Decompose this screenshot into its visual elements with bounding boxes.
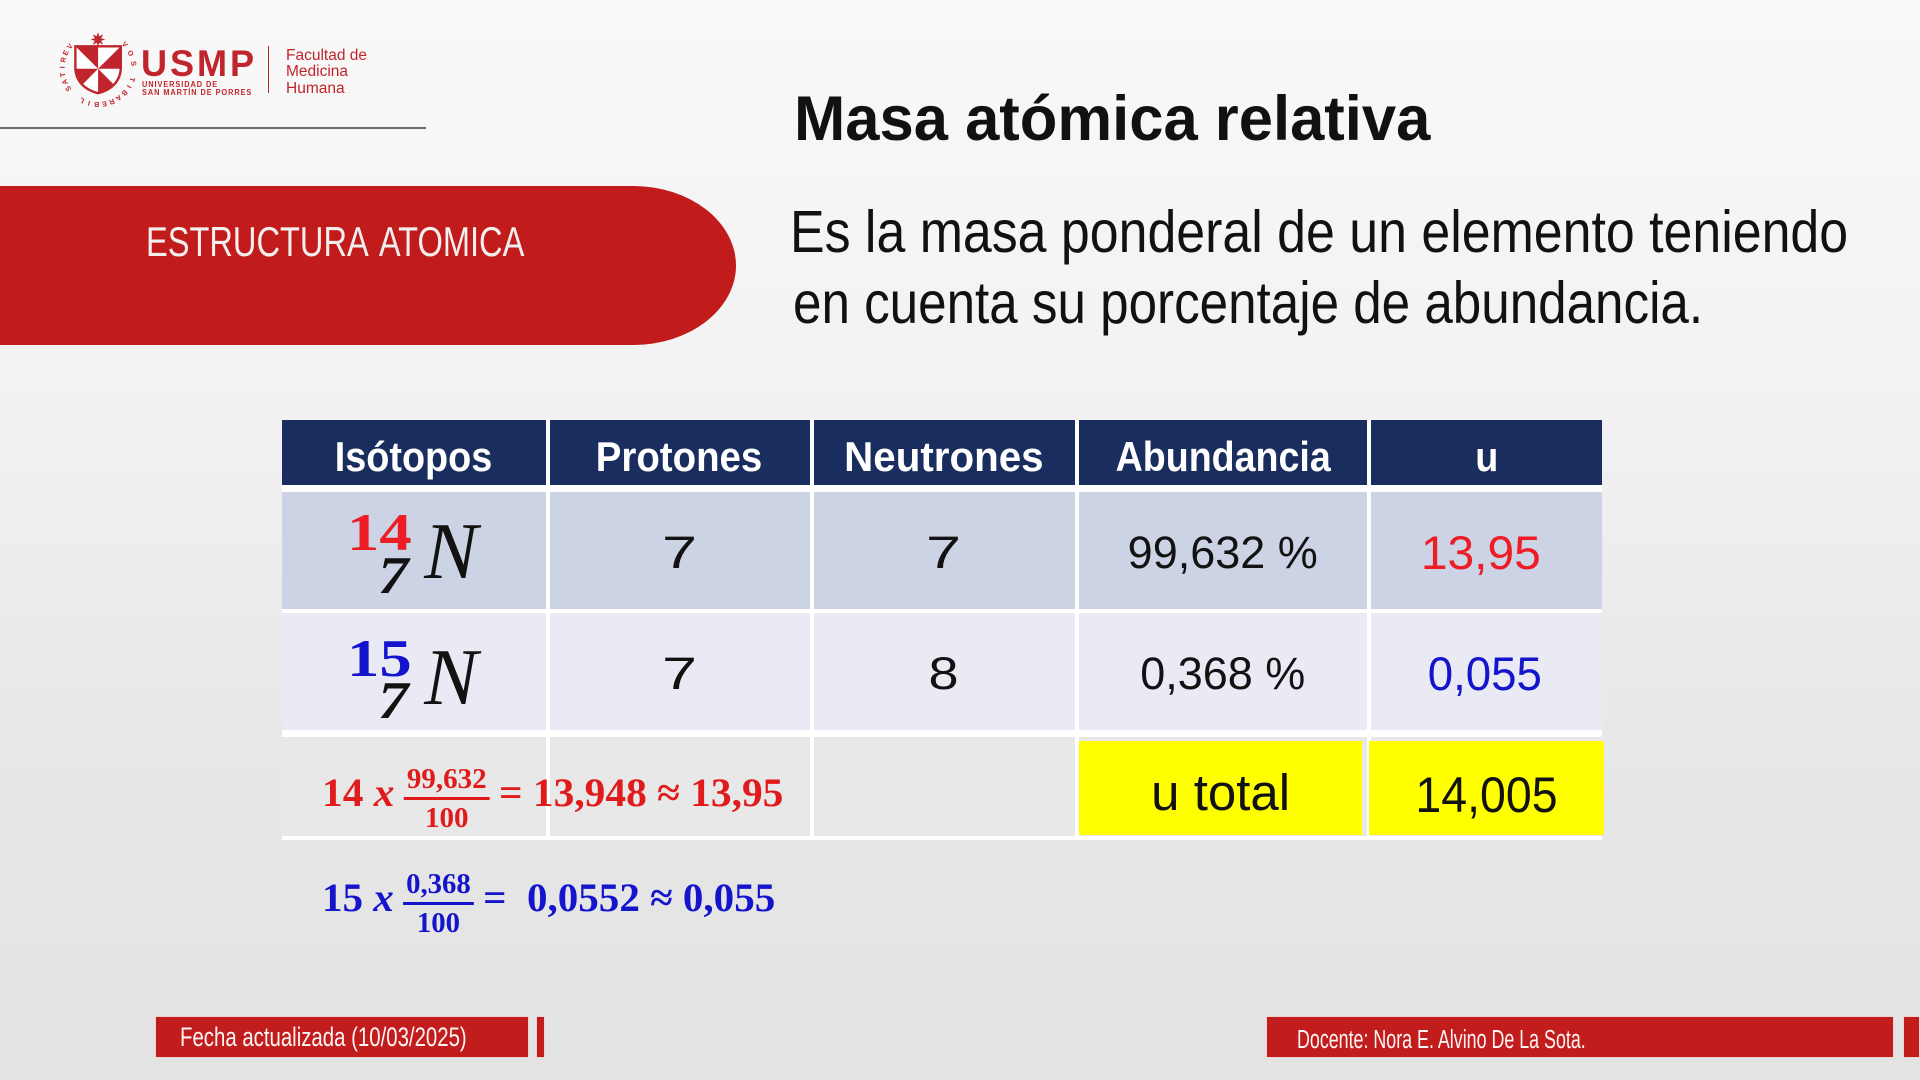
svg-text:V: V [65,42,75,51]
svg-text:R: R [58,55,68,63]
svg-text:L: L [77,95,86,105]
svg-text:I: I [87,99,91,108]
svg-text:R: R [107,97,116,108]
svg-text:S: S [129,60,139,66]
svg-text:A: A [114,93,123,103]
svg-text:B: B [119,88,129,98]
svg-text:O: O [125,49,136,58]
svg-text:A: A [60,78,70,86]
svg-text:T: T [127,76,137,84]
svg-text:I: I [58,66,67,68]
svg-text:V: V [120,40,130,50]
svg-text:E: E [61,48,71,56]
svg-text:I: I [125,84,134,90]
svg-text:B: B [94,100,100,109]
svg-text:E: E [101,99,108,109]
svg-text:T: T [58,71,68,77]
svg-text:S: S [63,84,73,93]
